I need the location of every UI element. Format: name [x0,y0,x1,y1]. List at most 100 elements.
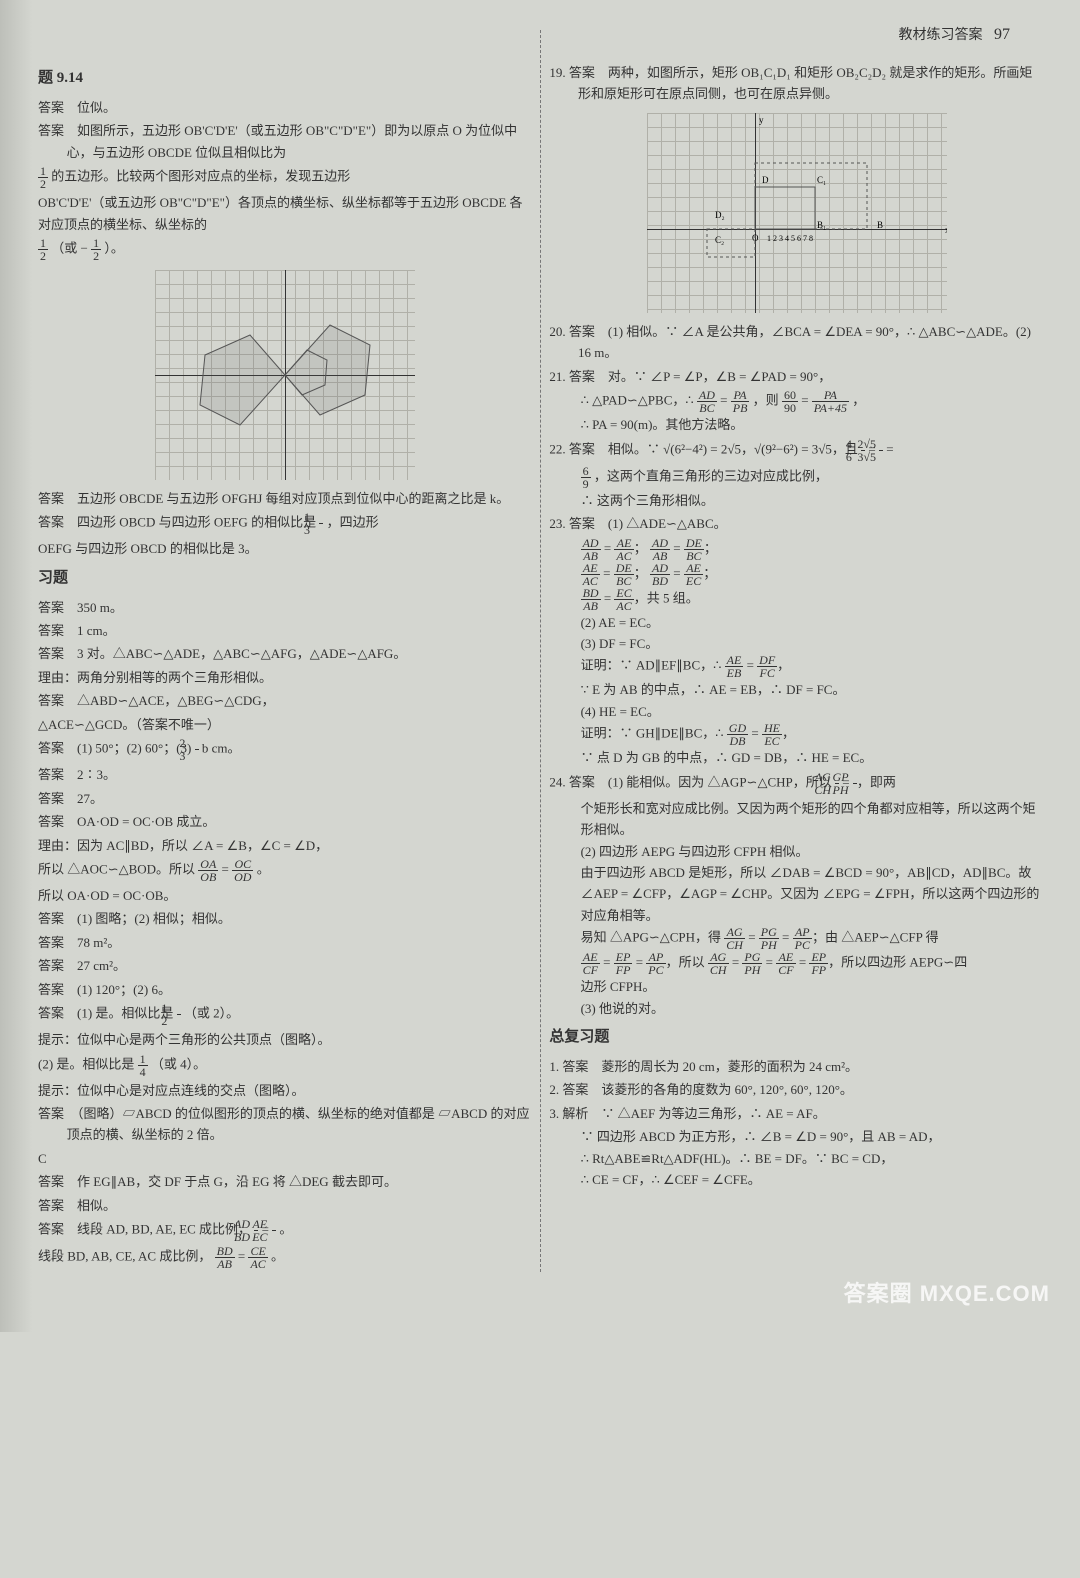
answer-line: 答案 五边形 OBCDE 与五边形 OFGHJ 每组对应顶点到位似中心的距离之比… [38,488,532,509]
fraction: HEEC [762,722,782,747]
fraction: 12 [38,237,48,262]
answer-line: 2. 答案 该菱形的各角的度数为 60°, 120°, 60°, 120°。 [549,1079,1043,1100]
answer-line: (2) AE = EC。 [549,612,1043,633]
left-column: 题 9.14 答案 位似。 答案 如图所示，五边形 OB'C'D'E'（或五边形… [30,30,541,1272]
right-column: 19. 答案 两种，如图所示，矩形 OB₁C₁D₁ 和矩形 OB₂C₂D₂ 就是… [541,30,1051,1272]
answer-line: 24. 答案 (1) 能相似。因为 △AGP∽△CHP，所以 AGCH = GP… [549,771,1043,796]
fraction: AGCH [724,926,745,951]
answer-line: ∵ 四边形 ABCD 为正方形，∴ ∠B = ∠D = 90°，且 AB = A… [549,1126,1043,1147]
answer-line: ∴ CE = CF，∴ ∠CEF = ∠CFE。 [549,1169,1043,1190]
answer-line: 提示：位似中心是对应点连线的交点（图略）。 [38,1080,532,1101]
fraction: GDDB [727,722,748,747]
answer-line: 易知 △APG∽△CPH，得 AGCH = PGPH = APPC；由 △AEP… [549,926,1043,951]
answer-line: (2) 是。相似比是 14 （或 4）。 [38,1053,532,1078]
answer-line: 答案 27 cm²。 [38,955,532,976]
answer-line: 答案 3 对。△ABC∽△ADE，△ABC∽△AFG，△ADE∽△AFG。 [38,643,532,664]
answer-line: 提示：位似中心是两个三角形的公共顶点（图略）。 [38,1029,532,1050]
svg-text:B: B [877,220,883,230]
answer-line: ∴ △PAD∽△PBC，∴ ADBC = PAPB ，则 6090 = PAPA… [549,389,1043,414]
fraction: ECAC [614,587,633,612]
answer-line: 答案 线段 AD, BD, AE, EC 成比例， ADBD = AEEC 。 [38,1218,532,1243]
fraction: ADBD [650,562,670,587]
fraction: APPC [793,926,812,951]
fraction: AEEC [684,562,703,587]
answer-line: 23. 答案 (1) △ADE∽△ABC。 [549,513,1043,534]
answer-line: 答案 如图所示，五边形 OB'C'D'E'（或五边形 OB"C"D"E"）即为以… [38,120,532,163]
rectangles-svg: C₂D₂ C₁D B₁B Ox y 1 2 3 4 5 6 7 8 [647,113,947,313]
pentagon-svg [155,270,415,480]
answer-line: (4) HE = EC。 [549,701,1043,722]
answer-line: 所以 △AOC∽△BOD。所以 OAOB = OCOD 。 [38,858,532,883]
fraction: 69 [581,465,591,490]
answer-line: OB'C'D'E'（或五边形 OB"C"D"E"）各顶点的横坐标、纵坐标都等于五… [38,192,532,235]
answer-line: 答案 350 m。 [38,597,532,618]
fraction: PGPH [759,926,779,951]
fraction: AECF [581,951,600,976]
answer-line: ∴ 这两个三角形相似。 [549,490,1043,511]
fraction: OCOD [232,858,253,883]
answer-line: BDAB = ECAC，共 5 组。 [549,587,1043,612]
svg-text:B₁: B₁ [817,220,826,230]
answer-line: 答案 1 cm。 [38,620,532,641]
svg-text:C₁: C₁ [817,175,826,185]
answer-line: 21. 答案 对。∵ ∠P = ∠P，∠B = ∠PAD = 90°， [549,366,1043,387]
answer-line: 3. 解析 ∵ △AEF 为等边三角形，∴ AE = AF。 [549,1103,1043,1124]
page-number: 97 [994,26,1010,43]
answer-line: 答案 78 m²。 [38,932,532,953]
fraction: 2√53√5 [879,438,883,463]
fraction: AGCH [708,951,729,976]
watermark: 答案圈 MXQE.COM [844,1276,1050,1312]
answer-line: 边形 CFPH。 [549,976,1043,997]
fraction: ADBC [697,389,717,414]
fraction: BDAB [215,1245,235,1270]
fraction: AEAC [581,562,600,587]
fraction: 6090 [782,389,798,414]
fraction: APPC [646,951,665,976]
answer-line: △ACE∽△GCD。（答案不唯一） [38,714,532,735]
answer-line: 12 的五边形。比较两个图形对应点的坐标，发现五边形 [38,165,532,190]
answer-line: 22. 答案 相似。∵ √(6²−4²) = 2√5，√(9²−6²) = 3√… [549,438,1043,463]
svg-text:O: O [752,233,759,243]
answer-line: OEFG 与四边形 OBCD 的相似比是 3。 [38,538,532,559]
fraction: AEEC [272,1218,276,1243]
answer-line: 答案 (1) 图略；(2) 相似；相似。 [38,908,532,929]
answer-line: 由于四边形 ABCD 是矩形，所以 ∠DAB = ∠BCD = 90°，AB∥C… [549,862,1043,926]
answer-line: C [38,1148,532,1169]
answer-line: ∵ E 为 AB 的中点，∴ AE = EB，∴ DF = FC。 [549,679,1043,700]
answer-line: ∴ PA = 90(m)。其他方法略。 [549,414,1043,435]
answer-line: ADAB = AEAC； ADAB = DEBC； [549,537,1043,562]
fraction: 12 [177,1002,181,1027]
svg-text:x: x [945,225,947,235]
answer-line: 答案 27。 [38,788,532,809]
answer-line: ∵ 点 D 为 GB 的中点，∴ GD = DB，∴ HE = EC。 [549,747,1043,768]
grid-diagram-1 [155,270,415,480]
answer-line: 20. 答案 (1) 相似。∵ ∠A 是公共角，∠BCA = ∠DEA = 90… [549,321,1043,364]
section-9-14: 题 9.14 [38,66,532,91]
answer-line: AECF = EPFP = APPC，所以 AGCH = PGPH = AECF… [549,951,1043,976]
fraction: 23 [195,737,199,762]
answer-line: 证明：∵ GH∥DE∥BC，∴ GDDB = HEEC， [549,722,1043,747]
answer-line: 理由：两角分别相等的两个三角形相似。 [38,667,532,688]
answer-line: 答案 (1) 是。相似比是 12 （或 2）。 [38,1002,532,1027]
svg-text:1 2 3 4 5 6 7 8: 1 2 3 4 5 6 7 8 [767,234,813,243]
fraction: DFFC [757,654,777,679]
fraction: CEAC [248,1245,267,1270]
answer-line: AEAC = DEBC； ADBD = AEEC； [549,562,1043,587]
fraction: EPFP [809,951,828,976]
answer-line: 理由：因为 AC∥BD，所以 ∠A = ∠B，∠C = ∠D， [38,835,532,856]
fraction: ADAB [650,537,670,562]
answer-line: 12 （或 − 12 ）。 [38,237,532,262]
svg-text:D₂: D₂ [715,210,725,220]
answer-line: 所以 OA·OD = OC·OB。 [38,885,532,906]
answer-line: 答案 (1) 120°；(2) 6。 [38,979,532,1000]
answer-line: 答案 相似。 [38,1195,532,1216]
fraction: EPFP [614,951,633,976]
page: 教材练习答案 97 题 9.14 答案 位似。 答案 如图所示，五边形 OB'C… [0,0,1080,1332]
answer-line: 答案 位似。 [38,97,532,118]
fraction: ADAB [581,537,601,562]
fraction: AECF [776,951,795,976]
answer-line: (2) 四边形 AEPG 与四边形 CFPH 相似。 [549,841,1043,862]
answer-line: (3) 他说的对。 [549,998,1043,1019]
fraction: 13 [319,511,323,536]
answer-line: 19. 答案 两种，如图所示，矩形 OB₁C₁D₁ 和矩形 OB₂C₂D₂ 就是… [549,62,1043,105]
